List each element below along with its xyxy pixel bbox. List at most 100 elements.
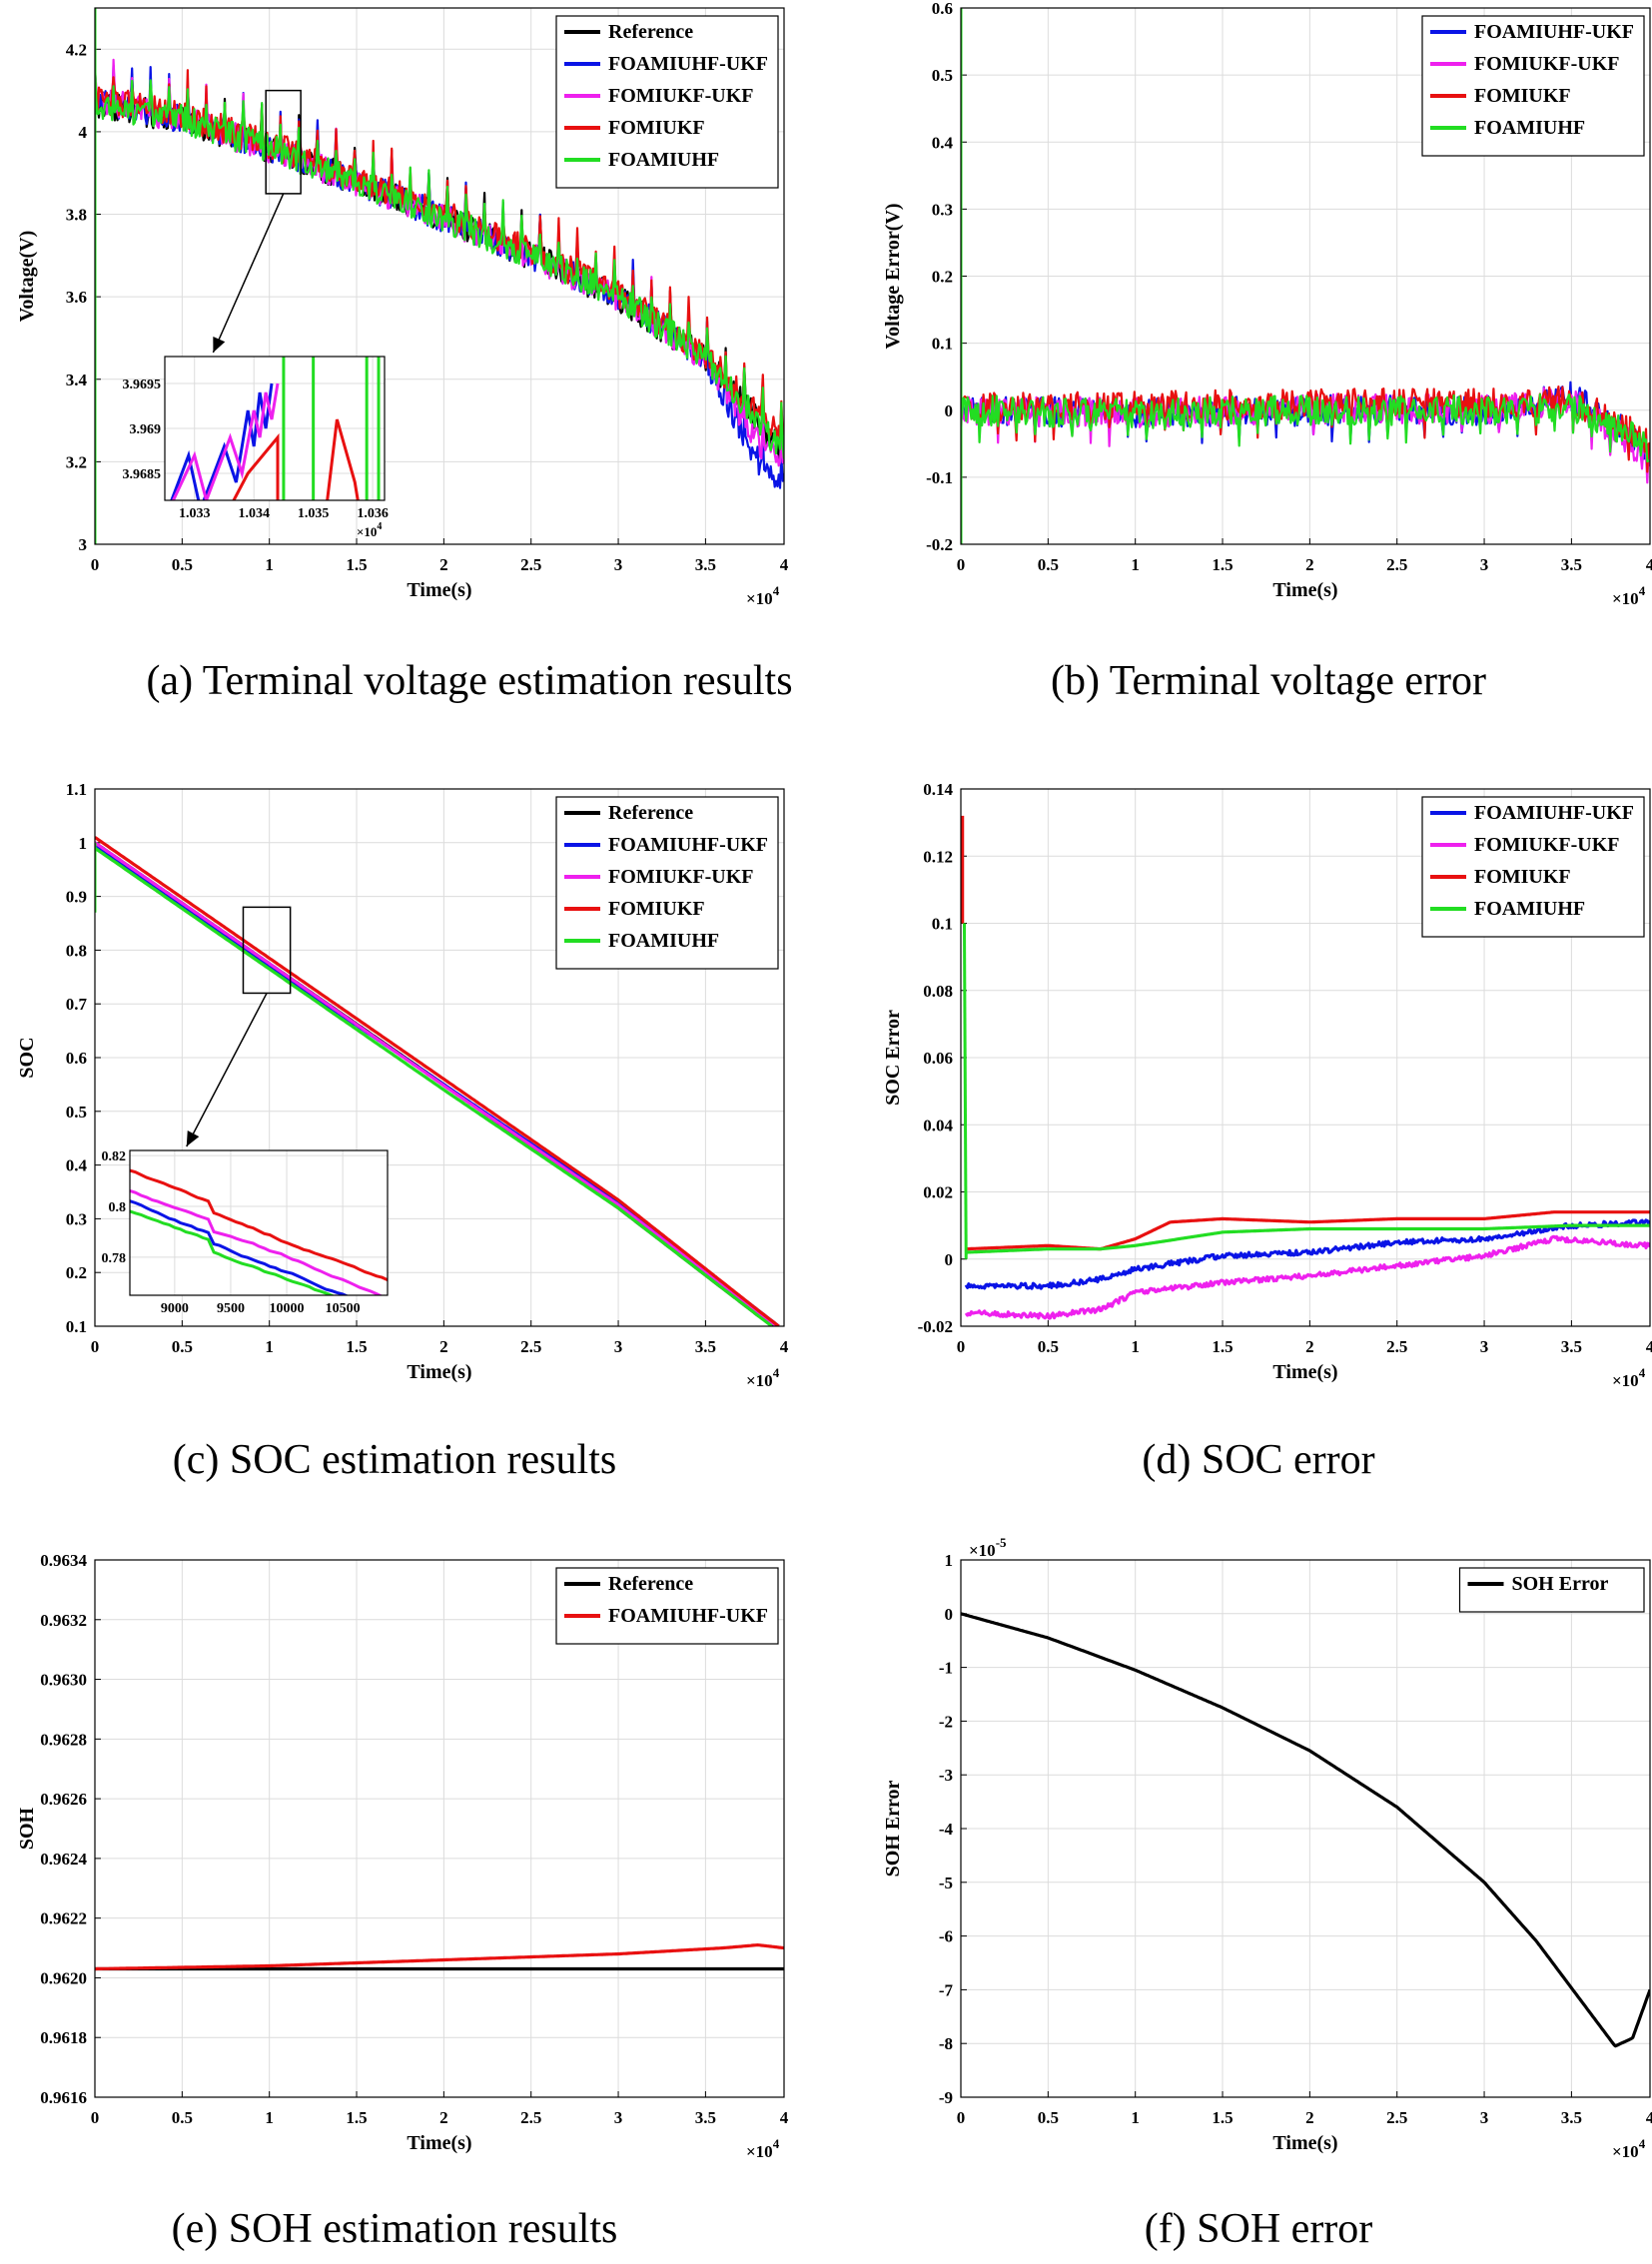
x-multiplier: ×104 xyxy=(1612,583,1646,608)
x-multiplier: ×104 xyxy=(746,583,780,608)
x-tick-label: 0 xyxy=(91,2108,100,2127)
legend-label: FOAMIUHF xyxy=(608,930,719,952)
y-multiplier: ×10-5 xyxy=(969,1535,1007,1560)
x-tick-label: 0.5 xyxy=(172,2108,193,2127)
axes-frame xyxy=(960,788,1651,1327)
x-multiplier-exp: 4 xyxy=(773,1365,780,1380)
y-tick-label: -0.02 xyxy=(918,1317,953,1336)
inset-line-red-2 xyxy=(326,418,360,500)
x-tick-label: 1.5 xyxy=(1212,1337,1233,1356)
x-tick-label: 2.5 xyxy=(520,555,541,574)
x-tick-label: 4 xyxy=(1646,555,1652,574)
y-tick-label: 0.1 xyxy=(66,1317,87,1336)
inset-x-tick: 9500 xyxy=(217,1301,245,1316)
inset-x-tick: 1.036 xyxy=(357,506,389,521)
series-line-foamiuhf-ukf xyxy=(95,1943,784,1971)
y-tick-label: -4 xyxy=(939,1820,954,1839)
y-tick-label: 3.2 xyxy=(66,452,87,471)
series-line-fomiukf-ukf xyxy=(95,841,778,1326)
x-tick-label: 1.5 xyxy=(346,555,367,574)
panel-caption: (c) SOC estimation results xyxy=(173,1437,616,1483)
x-tick-label: 0 xyxy=(91,1337,100,1356)
y-tick-label: 0 xyxy=(945,1605,954,1624)
x-tick-label: 1.5 xyxy=(346,2108,367,2127)
inset-y-tick: 3.9685 xyxy=(123,467,162,482)
legend: Reference FOAMIUHF-UKF FOMIUKF-UKF FOMIUKF F… xyxy=(555,15,779,189)
x-tick-label: 3 xyxy=(1480,555,1489,574)
x-tick-label: 0.5 xyxy=(1038,2108,1059,2127)
legend-label: FOMIUKF xyxy=(1474,866,1571,888)
inset-x-tick: 1.033 xyxy=(179,506,211,521)
axes-frame xyxy=(94,788,785,1327)
y-tick-label: 0.9 xyxy=(66,888,87,907)
plot-area xyxy=(95,1560,784,2097)
x-tick-label: 2 xyxy=(439,1337,448,1356)
x-tick-label: 4 xyxy=(780,2108,789,2127)
panel-caption: (a) Terminal voltage estimation results xyxy=(146,658,792,704)
y-tick-label: 0.4 xyxy=(66,1156,88,1175)
x-tick-label: 2 xyxy=(439,555,448,574)
x-multiplier-base: ×10 xyxy=(746,589,773,608)
x-tick-label: 1 xyxy=(1131,2108,1140,2127)
y-tick-label: 1 xyxy=(79,834,88,853)
y-tick-label: 0.1 xyxy=(932,335,953,354)
legend-label: FOAMIUHF-UKF xyxy=(608,834,768,856)
panel-caption: (b) Terminal voltage error xyxy=(1051,658,1486,704)
legend-label: FOMIUKF-UKF xyxy=(608,85,754,107)
zoom-inset: 1.033 1.034 1.035 1.036 3.9685 3.969 3.9695 ×10… xyxy=(123,89,389,539)
y-tick-label: -6 xyxy=(939,1927,953,1946)
y-tick-label: -5 xyxy=(939,1874,953,1892)
axes-frame xyxy=(960,1559,1651,2098)
y-tick-label: 0.6 xyxy=(932,0,953,18)
legend-label: FOMIUKF xyxy=(608,117,705,139)
legend: SOH Error xyxy=(1458,1567,1645,1613)
y-tick-label: 0.08 xyxy=(923,982,953,1001)
y-tick-label: 4.2 xyxy=(66,40,87,59)
y-tick-label: 0.14 xyxy=(923,780,953,799)
y-tick-label: -9 xyxy=(939,2088,953,2107)
inset-x-multiplier: ×104 xyxy=(357,521,382,539)
series-line-soh error xyxy=(961,1612,1650,2048)
zoom-arrow-head xyxy=(186,1131,200,1146)
series-line-fomiukf xyxy=(95,836,780,1326)
x-tick-label: 3 xyxy=(1480,2108,1489,2127)
inset-x-tick: 1.034 xyxy=(238,506,270,521)
legend-label: FOMIUKF xyxy=(608,898,705,920)
x-tick-label: 3.5 xyxy=(1561,555,1582,574)
x-axis-label: Time(s) xyxy=(1272,2132,1337,2154)
legend-label: FOAMIUHF-UKF xyxy=(608,1605,768,1627)
inset-y-tick: 0.8 xyxy=(109,1200,127,1215)
x-tick-label: 1 xyxy=(1131,555,1140,574)
series-line-foamiuhf xyxy=(95,59,784,459)
y-tick-label: -0.2 xyxy=(926,535,953,554)
y-tick-label: 3.6 xyxy=(66,288,87,307)
y-tick-label: 0.04 xyxy=(923,1116,953,1134)
legend: FOAMIUHF-UKF FOMIUKF-UKF FOMIUKF FOAMIUHF xyxy=(1421,796,1645,938)
legend-label: FOAMIUHF-UKF xyxy=(1474,21,1634,43)
x-tick-label: 1.5 xyxy=(1212,2108,1233,2127)
y-tick-label: 1 xyxy=(945,1551,954,1570)
initial-transient-green xyxy=(962,923,968,1259)
y-tick-label: 0.5 xyxy=(932,66,953,85)
y-tick-label: -0.1 xyxy=(926,468,953,487)
y-tick-label: 0.06 xyxy=(923,1049,953,1068)
series-line-foamiuhf-ukf xyxy=(964,1218,1650,1290)
inset-x-tick: 10000 xyxy=(270,1301,305,1316)
x-tick-label: 2 xyxy=(1305,555,1314,574)
x-tick-label: 1 xyxy=(1131,1337,1140,1356)
y-tick-label: 0.9616 xyxy=(40,2088,87,2107)
y-tick-label: 0 xyxy=(945,1250,954,1269)
y-tick-label: 0.02 xyxy=(923,1183,953,1202)
legend-label: Reference xyxy=(608,21,693,43)
x-tick-label: 1.5 xyxy=(1212,555,1233,574)
chart-c: 0 0.5 1 1.5 2 2.5 3 3.5 4 0.1 0.2 0.3 0.4 0.5 0.6 0.7 0.… xyxy=(16,780,789,1390)
legend: Reference FOAMIUHF-UKF xyxy=(555,1567,779,1645)
x-tick-label: 0 xyxy=(957,2108,966,2127)
inset-x-tick: 10500 xyxy=(326,1301,361,1316)
y-tick-label: 0.8 xyxy=(66,941,87,960)
y-axis-label: SOC xyxy=(16,1037,38,1078)
series-group xyxy=(961,8,1650,544)
x-tick-label: 2.5 xyxy=(520,2108,541,2127)
inset-line-red xyxy=(130,1168,388,1281)
x-tick-label: 2 xyxy=(439,2108,448,2127)
